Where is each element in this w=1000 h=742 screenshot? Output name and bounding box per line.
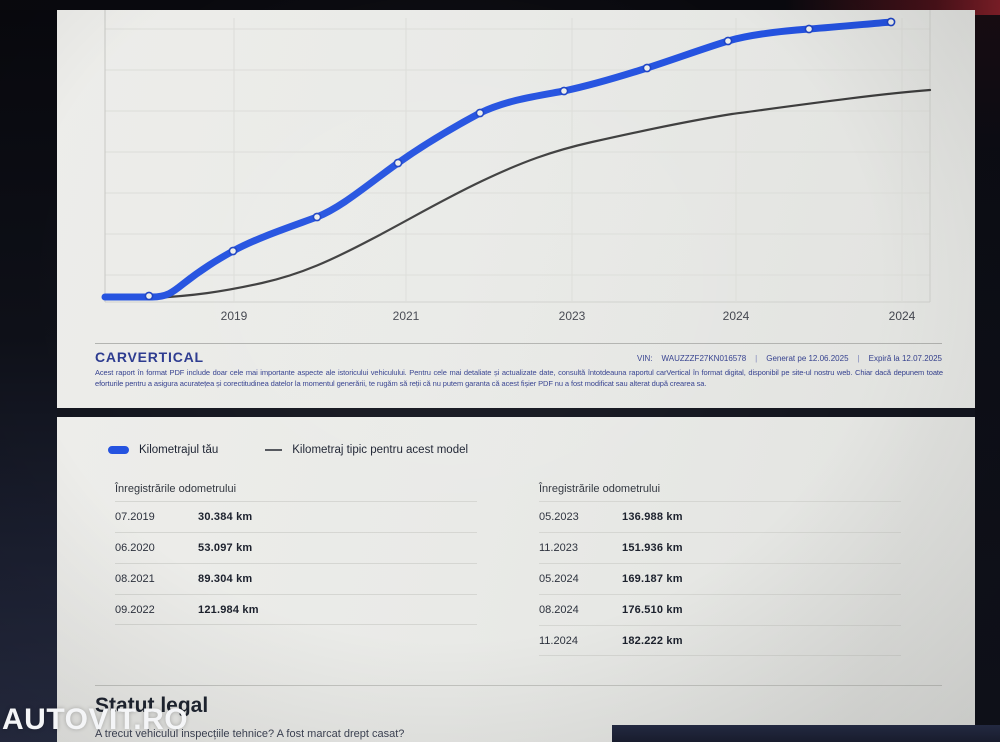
table-row: 07.2019 30.384 km [115,501,477,532]
chart-legend: Kilometrajul tău Kilometraj tipic pentru… [108,442,468,458]
legal-status-heading: Statut legal [95,694,209,717]
table-row: 05.2023 136.988 km [539,501,901,532]
vin-value: WAUZZZF27KN016578 [661,354,747,363]
odometer-value: 53.097 km [198,542,253,554]
odometer-date: 08.2021 [115,573,155,585]
odometer-table-title: Înregistrările odometrului [115,483,237,495]
odometer-date: 05.2024 [539,573,579,585]
odometer-table-right: Înregistrările odometrului 05.2023 136.9… [539,483,901,656]
typical-mileage-line [150,88,932,300]
odometer-date: 05.2023 [539,511,579,523]
odometer-date: 11.2024 [539,634,578,647]
meta-separator: | [755,354,758,363]
chart-horizontal-gridlines [105,28,930,303]
screen-bottom-bezel [612,725,1000,742]
odometer-value: 176.510 km [622,604,683,616]
screen-left-bezel [0,0,57,742]
generated-date: Generat pe 12.06.2025 [766,354,849,363]
table-row: 11.2024 182.222 km [539,625,901,656]
odometer-value: 121.984 km [198,603,259,616]
your-mileage-swatch-icon [108,446,129,454]
odometer-value: 182.222 km [622,634,683,647]
odometer-value: 30.384 km [198,511,253,523]
report-page-chart: 2019 2021 2023 2024 2024 CARVERTICAL VIN… [57,10,975,408]
odometer-table-title: Înregistrările odometrului [539,483,661,495]
footer-divider [95,343,942,344]
odometer-date: 08.2024 [539,604,579,616]
x-axis-tick: 2024 [888,309,916,323]
screen-top-bezel [0,0,1000,10]
odometer-value: 151.936 km [622,542,683,554]
pdf-page-gap [57,408,975,417]
mileage-chart [101,10,932,303]
mileage-data-markers [144,17,896,301]
odometer-date: 07.2019 [115,511,155,523]
chart-vertical-gridlines [104,10,931,302]
x-axis-tick: 2023 [558,309,586,323]
odometer-date: 06.2020 [115,542,155,554]
odometer-date: 11.2023 [539,542,578,554]
table-row: 11.2023 151.936 km [539,532,901,563]
x-axis-tick: 2021 [392,309,420,323]
table-row: 09.2022 121.984 km [115,594,477,625]
x-axis-tick: 2019 [220,309,248,323]
vin-label: VIN: [636,354,653,363]
odometer-table-left: Înregistrările odometrului 07.2019 30.38… [115,483,477,625]
odometer-date: 09.2022 [115,603,155,616]
legal-status-question: A trecut vehiculul inspecțiile tehnice? … [95,728,405,740]
autovit-watermark: AUTOVIT.RO [2,703,189,736]
screen-right-bezel [975,0,1000,742]
table-row: 06.2020 53.097 km [115,532,477,563]
carvertical-logo: CARVERTICAL [95,349,204,365]
odometer-value: 169.187 km [622,573,683,585]
x-axis-tick: 2024 [722,309,750,323]
odometer-value: 89.304 km [198,573,253,585]
table-row: 08.2024 176.510 km [539,594,901,625]
table-row: 05.2024 169.187 km [539,563,901,594]
typical-mileage-swatch-icon [265,449,283,451]
table-row: 08.2021 89.304 km [115,563,477,594]
report-page-odometer: Kilometrajul tău Kilometraj tipic pentru… [57,417,975,742]
typical-mileage-legend-label: Kilometraj tipic pentru acest model [292,444,469,456]
odometer-value: 136.988 km [622,511,683,523]
your-mileage-line [101,18,895,301]
report-meta: VIN: WAUZZZF27KN016578 | Generat pe 12.0… [637,354,942,365]
meta-separator: | [857,354,860,363]
expiry-date: Expiră la 12.07.2025 [868,354,942,363]
footer-disclaimer: Acest raport în format PDF include doar … [95,368,943,388]
your-mileage-legend-label: Kilometrajul tău [139,444,219,456]
legal-section-divider [95,685,942,686]
